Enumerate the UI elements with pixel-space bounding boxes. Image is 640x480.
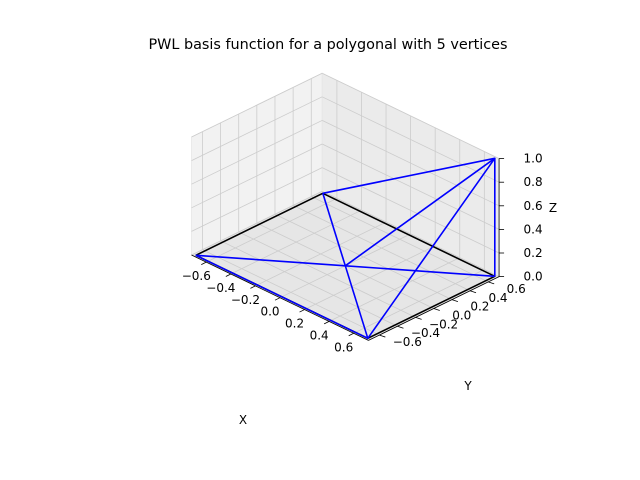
- grid-z-back: [321, 96, 500, 183]
- grid-y-floor: [311, 196, 489, 283]
- grid-z-back: [321, 167, 500, 254]
- x-tick-label: −0.4: [206, 281, 235, 295]
- x-tick-mark: [348, 332, 354, 337]
- series-2-line: [345, 265, 495, 278]
- series-2-line: [344, 265, 369, 339]
- series-2-line: [195, 254, 346, 267]
- y-tick-mark: [433, 308, 440, 311]
- z-tick-label: 0.6: [524, 199, 543, 213]
- y-tick-label: 0.6: [507, 282, 526, 296]
- y-axis-label: Y: [463, 379, 472, 393]
- x-tick-label: 0.4: [310, 328, 329, 342]
- grid-z-left: [191, 72, 323, 138]
- series-2-line: [322, 193, 347, 267]
- x-tick-label: −0.2: [231, 293, 260, 307]
- z-tick-label: 0.8: [524, 175, 543, 189]
- grid-z-back: [321, 143, 500, 230]
- grid-z-left: [191, 143, 323, 209]
- z-tick-label: 0.2: [524, 246, 543, 260]
- chart-title: PWL basis function for a polygonal with …: [148, 37, 507, 53]
- y-tick-mark: [415, 316, 422, 320]
- x-tick-mark: [299, 309, 305, 313]
- z-tick-label: 0.4: [524, 222, 543, 236]
- grid-y-floor: [220, 240, 398, 327]
- y-tick-mark: [488, 281, 495, 285]
- y-tick-label: −0.4: [411, 326, 440, 340]
- grid-z-back: [321, 190, 500, 277]
- x-tick-mark: [274, 297, 281, 301]
- grid-z-left: [191, 167, 323, 232]
- x-tick-label: 0.6: [334, 340, 353, 354]
- y-tick-mark: [469, 290, 477, 294]
- grid-z-back: [321, 72, 500, 159]
- axis-ticks: −0.6−0.4−0.20.00.20.40.6 −0.6−0.4−0.20.00…: [182, 152, 543, 355]
- y-tick-label: −0.6: [393, 335, 422, 349]
- grid-y-floor: [238, 231, 416, 318]
- grid-z-left: [191, 120, 323, 185]
- grid-z-left: [191, 190, 323, 256]
- grid-y-floor: [274, 213, 453, 300]
- y-tick-label: 0.2: [470, 300, 489, 314]
- x-tick-label: 0.2: [285, 317, 304, 331]
- x-tick-label: 0.0: [260, 305, 279, 319]
- y-tick-label: 0.0: [452, 308, 471, 322]
- grid-z-back: [321, 120, 500, 207]
- grid-y-floor: [292, 205, 471, 292]
- grid-z-left: [191, 96, 323, 161]
- z-tick-label: 1.0: [524, 152, 543, 166]
- grid-y-floor: [202, 249, 380, 336]
- y-tick-mark: [397, 325, 404, 329]
- x-tick-mark: [250, 285, 256, 289]
- series-2-line: [195, 157, 496, 340]
- x-tick-mark: [323, 321, 330, 325]
- x-tick-mark: [201, 261, 207, 265]
- x-tick-mark: [225, 273, 232, 277]
- x-axis-spine: [191, 254, 369, 341]
- y-tick-mark: [379, 334, 386, 338]
- y-tick-label: −0.2: [429, 317, 458, 331]
- y-tick-label: 0.4: [488, 291, 507, 305]
- x-tick-label: −0.6: [182, 269, 211, 283]
- z-axis-label: Z: [549, 201, 557, 215]
- plot-area: [195, 157, 496, 340]
- series-2-line: [344, 157, 496, 267]
- x-axis-label: X: [239, 413, 247, 427]
- y-tick-mark: [451, 299, 459, 303]
- z-tick-label: 0.0: [524, 270, 543, 284]
